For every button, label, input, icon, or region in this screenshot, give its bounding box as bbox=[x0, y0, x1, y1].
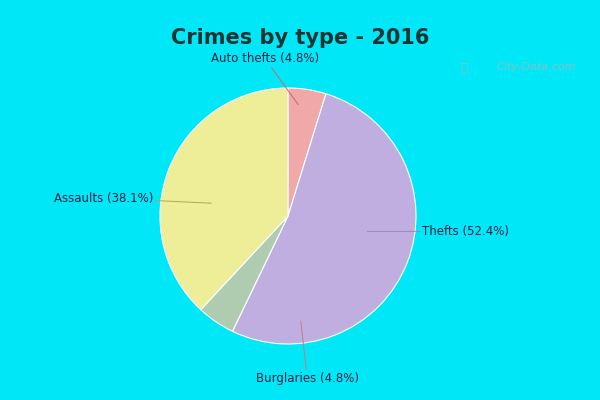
Wedge shape bbox=[288, 88, 326, 216]
Text: Crimes by type - 2016: Crimes by type - 2016 bbox=[171, 28, 429, 48]
Text: ⓘ: ⓘ bbox=[460, 62, 467, 75]
Text: City-Data.com: City-Data.com bbox=[497, 62, 577, 72]
Wedge shape bbox=[201, 216, 288, 331]
Text: Assaults (38.1%): Assaults (38.1%) bbox=[54, 192, 211, 204]
Wedge shape bbox=[232, 94, 416, 344]
Text: Thefts (52.4%): Thefts (52.4%) bbox=[367, 225, 509, 238]
Text: Burglaries (4.8%): Burglaries (4.8%) bbox=[256, 321, 359, 385]
Text: Auto thefts (4.8%): Auto thefts (4.8%) bbox=[211, 52, 319, 105]
Wedge shape bbox=[160, 88, 288, 310]
